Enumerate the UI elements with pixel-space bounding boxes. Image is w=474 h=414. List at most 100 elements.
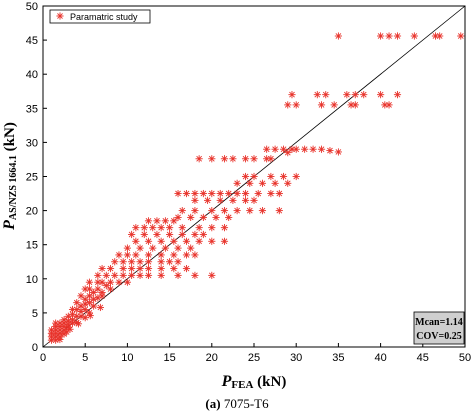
- data-point: [157, 224, 165, 232]
- data-point: [284, 179, 292, 187]
- data-point: [174, 189, 182, 198]
- data-point: [174, 258, 182, 266]
- data-point: [144, 237, 153, 245]
- legend-marker-icon: [56, 12, 64, 20]
- data-point: [208, 189, 216, 198]
- data-point: [199, 213, 207, 222]
- data-point: [195, 155, 203, 163]
- data-point: [191, 189, 199, 198]
- data-point: [140, 224, 148, 232]
- x-tick-label: 40: [374, 352, 386, 364]
- stats-box: Mcan=1.14 COV=0.25: [413, 311, 465, 345]
- y-tick-label: 45: [26, 35, 38, 47]
- data-point: [86, 312, 94, 320]
- data-point: [170, 217, 178, 225]
- data-point: [85, 278, 94, 286]
- data-point: [56, 335, 64, 344]
- data-point: [94, 285, 102, 293]
- data-point: [119, 264, 127, 273]
- y-tick-label: 20: [26, 206, 38, 218]
- data-point: [199, 189, 207, 198]
- data-point: [203, 196, 212, 204]
- data-point: [385, 101, 393, 109]
- data-point: [96, 303, 104, 312]
- data-point: [106, 285, 115, 293]
- x-tick-label: 50: [459, 352, 471, 364]
- data-point: [254, 189, 262, 198]
- data-point: [220, 207, 229, 215]
- x-tick-label: 25: [248, 352, 260, 364]
- data-point: [377, 91, 385, 99]
- data-point: [149, 224, 157, 232]
- y-tick-label: 0: [32, 342, 38, 354]
- caption-text: 7075-T6: [220, 396, 269, 411]
- data-point: [157, 271, 165, 279]
- x-tick-labels: 0 5 10 15 20 25 30 35 40 45 50: [40, 352, 471, 364]
- scatter-chart: 0 5 10 15 20 25 30 35 40 45 50 0 5 10 15 20 25 30 35 40 45 5…: [1, 1, 471, 391]
- x-tick-label: 20: [206, 352, 218, 364]
- data-point: [317, 101, 326, 109]
- data-point: [157, 264, 165, 273]
- y-axis-title-main: P: [1, 220, 18, 231]
- data-point: [191, 251, 199, 259]
- data-point: [85, 299, 94, 307]
- y-axis-title-unit: (kN): [2, 122, 18, 155]
- legend-label: Paramatric study: [70, 12, 138, 22]
- data-point: [119, 271, 127, 279]
- data-point: [73, 299, 81, 307]
- data-point: [187, 213, 195, 222]
- data-point: [85, 285, 94, 293]
- data-point: [90, 302, 98, 310]
- data-point: [317, 145, 326, 153]
- data-point: [66, 325, 74, 333]
- data-point: [284, 149, 292, 157]
- data-point: [166, 224, 174, 232]
- data-point: [208, 237, 216, 245]
- data-point: [81, 305, 89, 314]
- data-point: [246, 179, 254, 187]
- data-point: [128, 258, 136, 266]
- data-point: [220, 237, 229, 245]
- data-point: [166, 230, 174, 239]
- data-point: [330, 101, 338, 109]
- data-point: [208, 207, 216, 215]
- data-point: [267, 172, 275, 181]
- data-point: [178, 207, 186, 215]
- stats-cov: COV=0.25: [416, 331, 461, 342]
- data-point: [225, 213, 233, 222]
- data-point: [351, 101, 359, 109]
- data-point: [212, 213, 220, 222]
- data-point: [174, 271, 182, 279]
- x-tick-label: 45: [417, 352, 429, 364]
- data-point: [288, 91, 296, 99]
- legend-box: [49, 9, 151, 24]
- y-tick-label: 5: [32, 308, 38, 320]
- data-point: [279, 172, 288, 181]
- data-point: [292, 172, 300, 181]
- data-point: [157, 258, 165, 266]
- data-point: [140, 230, 148, 239]
- data-point: [170, 251, 178, 259]
- data-point: [208, 271, 216, 279]
- data-point: [98, 292, 106, 300]
- data-point: [128, 230, 136, 239]
- data-point: [393, 91, 402, 99]
- data-point: [149, 244, 157, 252]
- data-point: [271, 179, 279, 187]
- data-point: [377, 32, 385, 40]
- stats-mean: Mcan=1.14: [415, 317, 463, 328]
- data-point: [313, 91, 321, 99]
- data-point: [123, 251, 131, 259]
- data-point: [94, 271, 102, 279]
- data-point: [111, 271, 119, 279]
- x-tick-label: 35: [332, 352, 344, 364]
- data-point: [136, 244, 144, 252]
- data-point: [216, 189, 224, 198]
- data-point: [98, 264, 106, 273]
- data-point: [132, 224, 140, 232]
- data-point: [182, 251, 191, 259]
- data-points: [47, 32, 465, 344]
- y-tick-label: 25: [26, 172, 38, 184]
- data-point: [233, 179, 241, 187]
- data-point: [153, 217, 161, 225]
